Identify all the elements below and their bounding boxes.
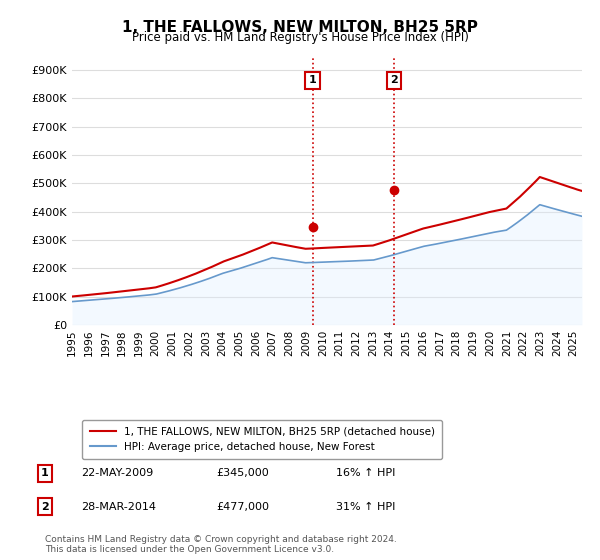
Text: 2: 2 bbox=[390, 75, 398, 85]
Text: Contains HM Land Registry data © Crown copyright and database right 2024.
This d: Contains HM Land Registry data © Crown c… bbox=[45, 535, 397, 554]
Text: 22-MAY-2009: 22-MAY-2009 bbox=[81, 468, 153, 478]
Legend: 1, THE FALLOWS, NEW MILTON, BH25 5RP (detached house), HPI: Average price, detac: 1, THE FALLOWS, NEW MILTON, BH25 5RP (de… bbox=[82, 419, 442, 459]
Text: £477,000: £477,000 bbox=[216, 502, 269, 512]
Text: 1, THE FALLOWS, NEW MILTON, BH25 5RP: 1, THE FALLOWS, NEW MILTON, BH25 5RP bbox=[122, 20, 478, 35]
Text: 2: 2 bbox=[41, 502, 49, 512]
Text: £345,000: £345,000 bbox=[216, 468, 269, 478]
Text: 31% ↑ HPI: 31% ↑ HPI bbox=[336, 502, 395, 512]
Text: 1: 1 bbox=[309, 75, 316, 85]
Text: 1: 1 bbox=[41, 468, 49, 478]
Text: 16% ↑ HPI: 16% ↑ HPI bbox=[336, 468, 395, 478]
Text: 28-MAR-2014: 28-MAR-2014 bbox=[81, 502, 156, 512]
Text: Price paid vs. HM Land Registry's House Price Index (HPI): Price paid vs. HM Land Registry's House … bbox=[131, 31, 469, 44]
